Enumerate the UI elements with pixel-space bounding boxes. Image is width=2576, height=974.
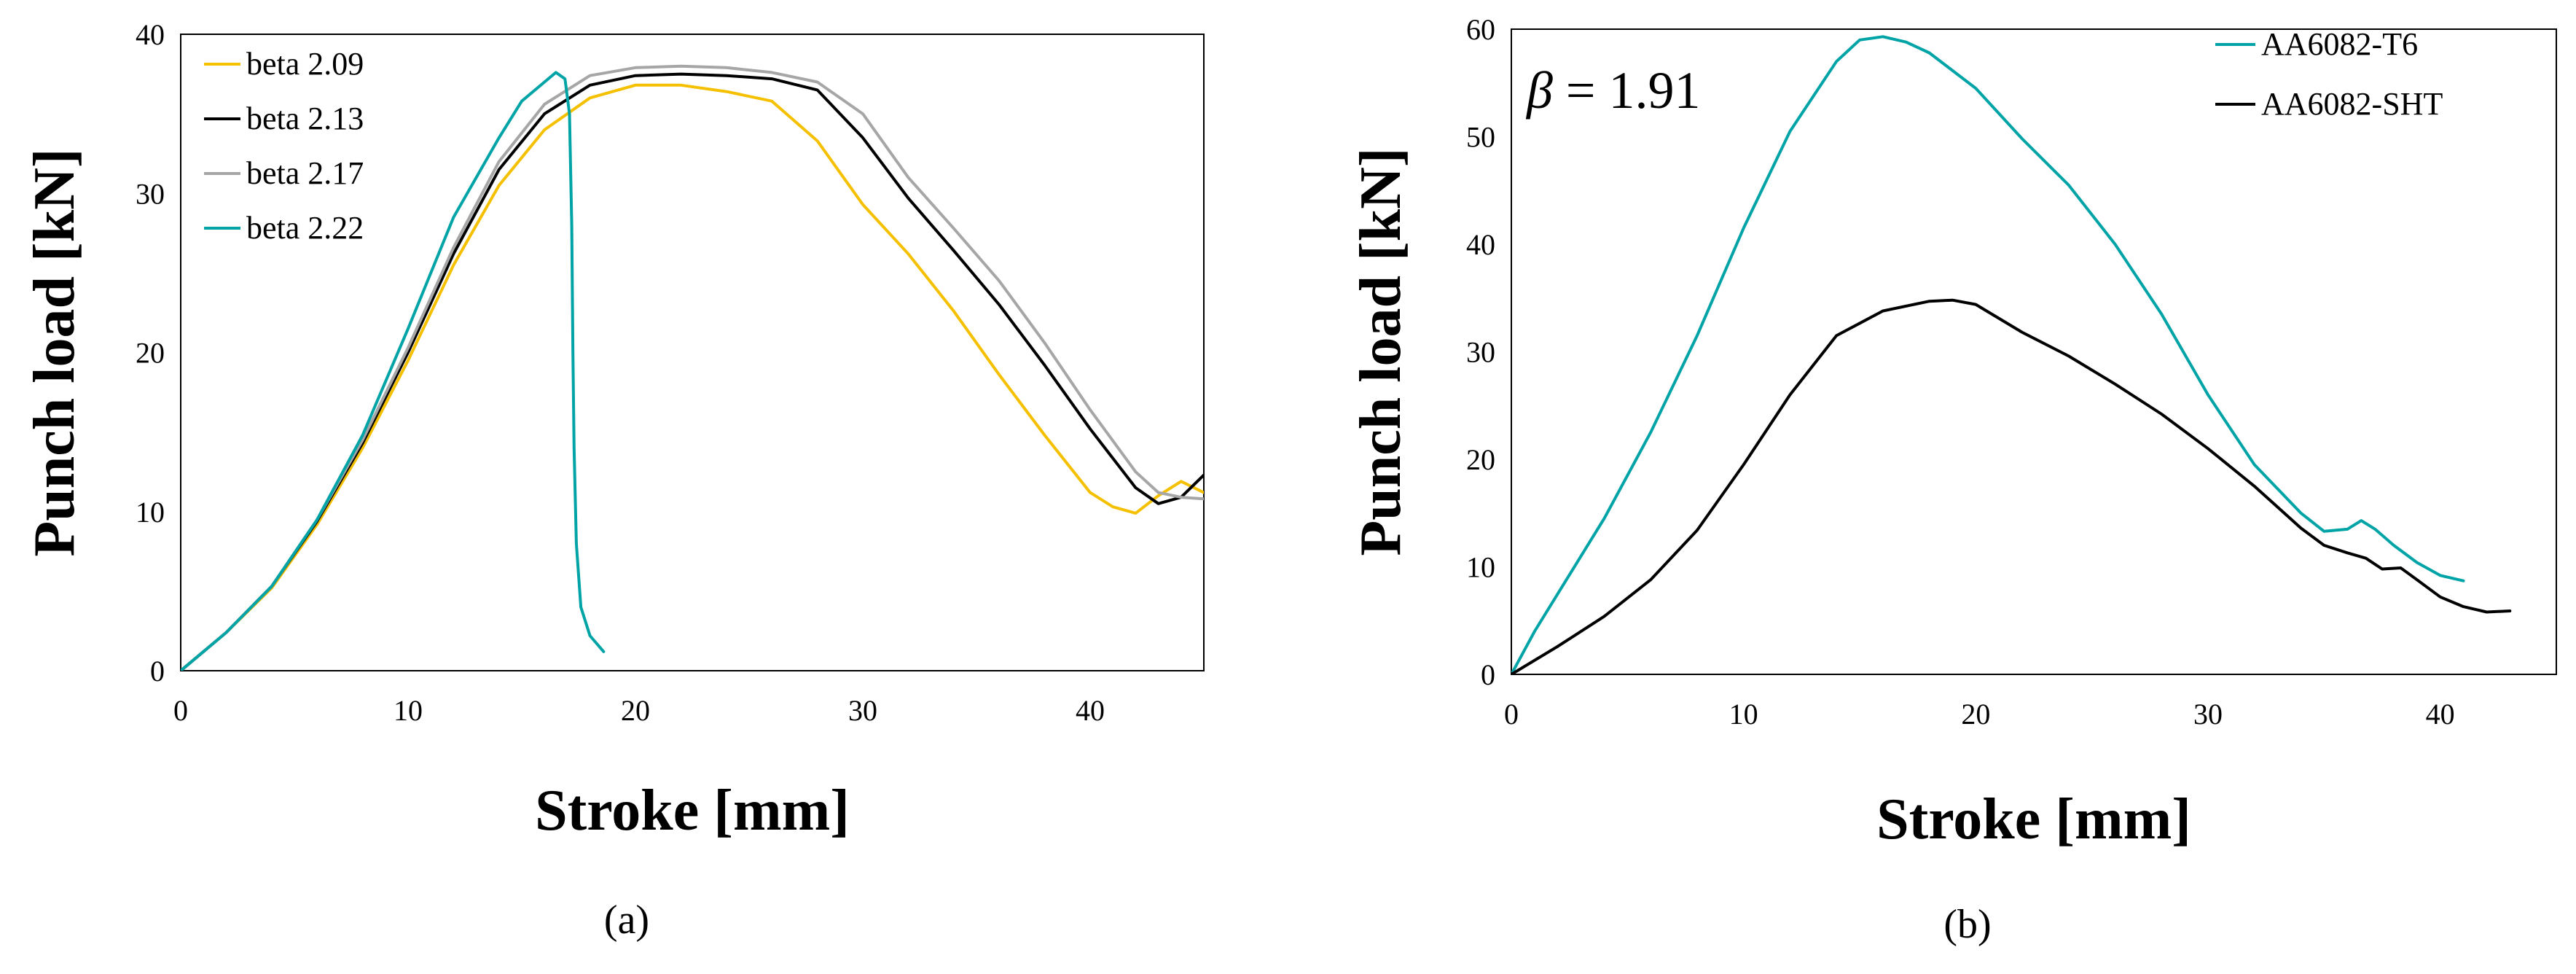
x-tick-label: 30: [848, 694, 877, 727]
y-axis-label: Punch load [kN]: [1349, 147, 1413, 556]
chart-panel-a: 0 10 20 30 40 0 10 20 30 40 Stroke [mm] Punch load …: [23, 18, 1205, 943]
y-axis-label: Punch load [kN]: [23, 148, 87, 556]
x-tick-label: 30: [2193, 698, 2223, 730]
legend-label: beta 2.17: [246, 155, 364, 191]
beta-annotation: β = 1.91: [1525, 61, 1700, 120]
y-tick-label: 10: [136, 496, 165, 529]
legend: beta 2.09 beta 2.13 beta 2.17 beta 2.22: [204, 46, 364, 246]
panel-label: (a): [604, 897, 649, 943]
legend-label: AA6082-T6: [2261, 26, 2418, 62]
x-tick-label: 20: [621, 694, 650, 727]
legend-label: beta 2.13: [246, 101, 364, 136]
x-tick-label: 20: [1961, 698, 1990, 730]
series-line-aa6082-sht: [1511, 298, 2512, 674]
y-tick-label: 40: [1466, 228, 1495, 261]
y-tick-label: 30: [1466, 336, 1495, 369]
plot-area-frame: [1511, 28, 2557, 675]
x-tick-label: 10: [1729, 698, 1758, 730]
series-line-beta-2-09: [181, 83, 1204, 671]
y-tick-label: 30: [136, 177, 165, 210]
x-axis-label: Stroke [mm]: [535, 779, 850, 843]
y-tick-label: 10: [1466, 551, 1495, 584]
y-tick-label: 50: [1466, 121, 1495, 154]
legend-label: beta 2.09: [246, 46, 364, 82]
chart-panel-b: 0 10 20 30 40 0 10 20 30 40 50 60 Stroke [mm] Punch l…: [1349, 13, 2557, 947]
panel-label: (b): [1943, 902, 1991, 947]
legend-label: beta 2.22: [246, 210, 364, 246]
x-tick-label: 0: [173, 694, 188, 727]
x-tick-label: 40: [2426, 698, 2455, 730]
plot-area-frame: [180, 34, 1205, 671]
series-line-beta-2-22: [181, 71, 606, 671]
y-tick-label: 20: [1466, 443, 1495, 476]
x-tick-label: 40: [1076, 694, 1105, 727]
y-tick-label: 60: [1466, 13, 1495, 46]
x-axis-label: Stroke [mm]: [1876, 787, 2191, 852]
series-line-aa6082-t6: [1511, 35, 2465, 674]
y-tick-label: 0: [1481, 658, 1495, 691]
y-tick-label: 20: [136, 337, 165, 370]
legend-label: AA6082-SHT: [2261, 86, 2443, 122]
y-tick-label: 40: [136, 18, 165, 51]
x-tick-label: 10: [394, 694, 423, 727]
legend: AA6082-T6 AA6082-SHT: [2215, 26, 2443, 122]
x-tick-label: 0: [1504, 698, 1519, 730]
y-tick-label: 0: [150, 655, 165, 687]
